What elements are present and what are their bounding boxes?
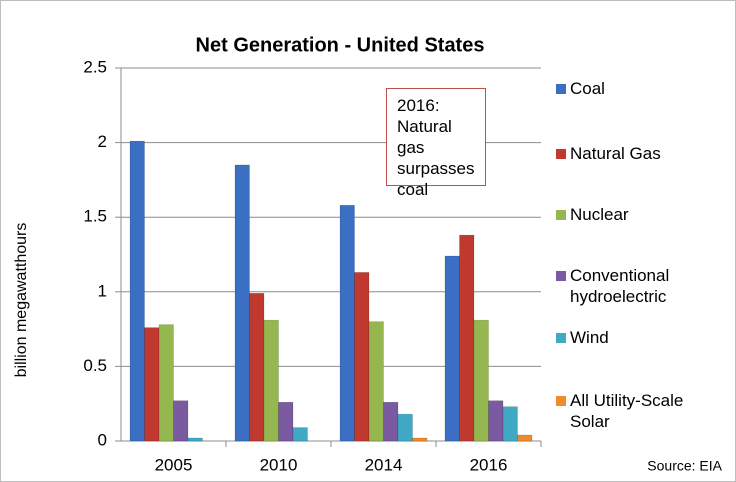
bar xyxy=(368,321,384,442)
legend-label: Coal xyxy=(570,79,605,98)
bar xyxy=(187,437,203,442)
legend-item: Nuclear xyxy=(556,204,736,225)
bar xyxy=(278,401,294,442)
y-tick-label: 1.5 xyxy=(83,207,107,226)
bar xyxy=(354,272,370,442)
bar xyxy=(129,140,145,442)
legend-swatch xyxy=(556,149,566,159)
x-tick-label: 2005 xyxy=(155,455,193,474)
bar xyxy=(292,427,308,442)
x-tick-label: 2016 xyxy=(470,455,508,474)
legend-swatch xyxy=(556,396,566,406)
legend-label: Nuclear xyxy=(570,205,629,224)
y-tick-label: 1 xyxy=(98,281,107,300)
bar xyxy=(473,319,489,442)
legend-label: All Utility-Scale Solar xyxy=(570,391,684,431)
y-tick-label: 2.5 xyxy=(83,57,107,76)
legend-item: Conventional hydroelectric xyxy=(556,265,736,307)
bar xyxy=(488,400,504,442)
legend-item: Wind xyxy=(556,327,736,348)
x-tick-label: 2014 xyxy=(365,455,403,474)
legend-item: Natural Gas xyxy=(556,143,736,164)
y-tick-label: 2 xyxy=(98,132,107,151)
legend-item: All Utility-Scale Solar xyxy=(556,390,736,432)
bar xyxy=(502,406,518,442)
bar xyxy=(397,413,413,442)
bar xyxy=(249,293,265,442)
bar xyxy=(444,255,460,442)
legend-item: Coal xyxy=(556,78,736,99)
bar xyxy=(158,324,174,442)
legend-swatch xyxy=(556,271,566,281)
legend-swatch xyxy=(556,210,566,220)
bar xyxy=(412,437,428,442)
y-axis-label: billion megawatthours xyxy=(13,223,30,378)
bar xyxy=(173,400,189,442)
y-tick-label: 0 xyxy=(98,430,107,449)
bar xyxy=(383,401,399,442)
annotation: 2016: Natural gas surpasses coal xyxy=(386,88,486,199)
bar xyxy=(234,164,250,442)
bar xyxy=(144,327,160,442)
bar xyxy=(459,234,475,442)
bar xyxy=(339,205,355,442)
legend-label: Conventional hydroelectric xyxy=(570,266,670,306)
legend-label: Wind xyxy=(570,328,609,347)
legend-swatch xyxy=(556,333,566,343)
legend-swatch xyxy=(556,84,566,94)
source: Source: EIA xyxy=(647,458,722,474)
legend-label: Natural Gas xyxy=(570,144,661,163)
x-tick-label: 2010 xyxy=(260,455,298,474)
y-tick-label: 0.5 xyxy=(83,356,107,375)
chart-title: Net Generation - United States xyxy=(196,34,485,56)
bar xyxy=(517,434,533,442)
bar xyxy=(263,319,279,442)
